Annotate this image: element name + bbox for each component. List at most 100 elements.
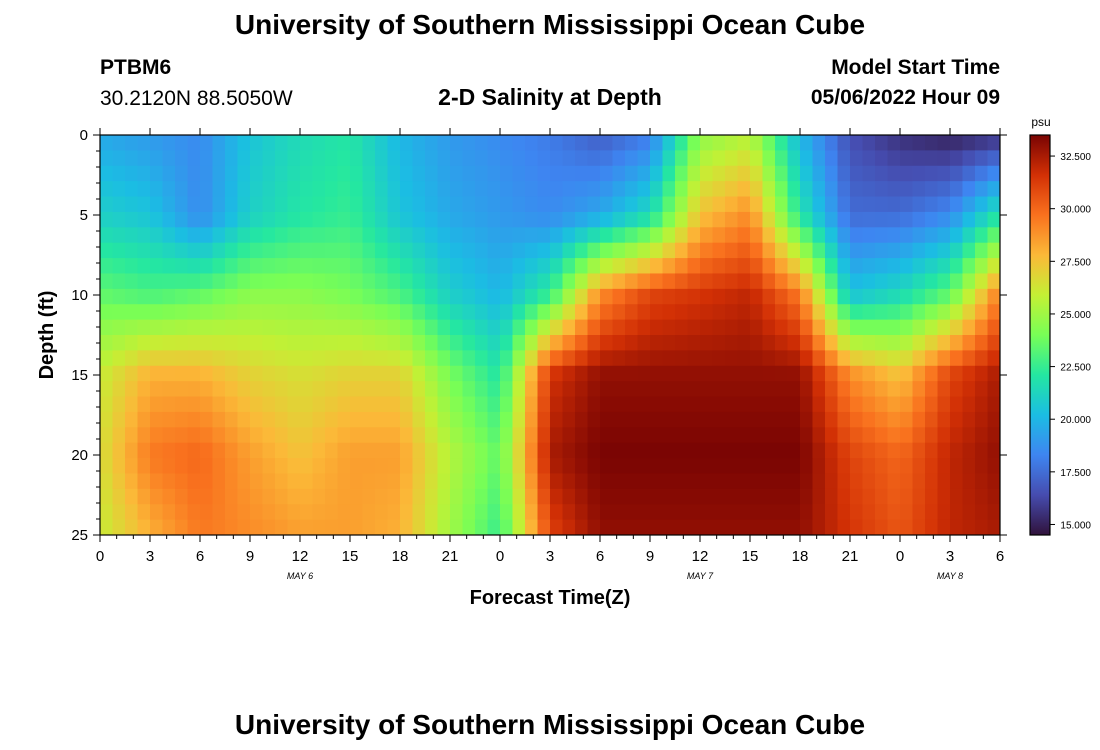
heatmap-cell <box>812 473 826 490</box>
heatmap-cell <box>212 504 226 521</box>
heatmap-cell <box>637 135 651 151</box>
heatmap-cell <box>475 273 489 290</box>
heatmap-cell <box>137 273 151 290</box>
heatmap-cell <box>925 242 939 259</box>
heatmap-cell <box>362 242 376 259</box>
heatmap-cell <box>887 196 901 213</box>
heatmap-cell <box>600 258 614 275</box>
heatmap-cell <box>787 165 801 182</box>
heatmap-cell <box>662 381 676 398</box>
heatmap-cell <box>175 181 189 198</box>
heatmap-cell <box>950 211 964 228</box>
heatmap-cell <box>650 458 664 475</box>
heatmap-cell <box>987 258 1000 275</box>
heatmap-cell <box>862 165 876 182</box>
heatmap-cell <box>787 411 801 428</box>
heatmap-cell <box>275 504 289 521</box>
heatmap-cell <box>637 211 651 228</box>
heatmap-cell <box>350 519 364 535</box>
heatmap-cell <box>400 458 414 475</box>
heatmap-cell <box>612 396 626 413</box>
heatmap-cell <box>625 288 639 305</box>
heatmap-cell <box>837 504 851 521</box>
heatmap-cell <box>125 258 139 275</box>
heatmap-cell <box>525 458 539 475</box>
heatmap-cell <box>787 396 801 413</box>
model-start-value: 05/06/2022 Hour 09 <box>810 86 1000 109</box>
heatmap-cell <box>912 458 926 475</box>
heatmap-cell <box>150 488 164 505</box>
heatmap-cell <box>687 288 701 305</box>
heatmap-cell <box>812 427 826 444</box>
heatmap-cell <box>750 427 764 444</box>
heatmap-cell <box>362 165 376 182</box>
heatmap-cell <box>962 135 976 151</box>
heatmap-cell <box>500 473 514 490</box>
heatmap-cell <box>675 273 689 290</box>
heatmap-cell <box>437 150 451 167</box>
heatmap-cell <box>437 196 451 213</box>
heatmap-cell <box>987 196 1000 213</box>
heatmap-cell <box>212 350 226 367</box>
heatmap-cell <box>987 273 1000 290</box>
heatmap-cell <box>487 427 501 444</box>
heatmap-cell <box>500 135 514 151</box>
heatmap-cell <box>287 258 301 275</box>
heatmap-cell <box>225 504 239 521</box>
heatmap-cell <box>362 473 376 490</box>
heatmap-cell <box>962 488 976 505</box>
heatmap-cell <box>837 458 851 475</box>
heatmap-cell <box>925 304 939 321</box>
heatmap-cell <box>625 473 639 490</box>
heatmap-cell <box>562 458 576 475</box>
heatmap-cell <box>587 442 601 459</box>
heatmap-cell <box>887 211 901 228</box>
heatmap-cell <box>150 458 164 475</box>
heatmap-cell <box>237 519 251 535</box>
heatmap-cell <box>250 258 264 275</box>
heatmap-cell <box>300 519 314 535</box>
heatmap-cell <box>675 488 689 505</box>
heatmap-cell <box>562 396 576 413</box>
heatmap-cell <box>712 365 726 382</box>
heatmap-cell <box>725 181 739 198</box>
heatmap-cell <box>875 181 889 198</box>
heatmap-cell <box>200 242 214 259</box>
heatmap-cell <box>900 427 914 444</box>
heatmap-cell <box>500 227 514 244</box>
heatmap-cell <box>175 504 189 521</box>
heatmap-cell <box>675 519 689 535</box>
heatmap-cell <box>975 504 989 521</box>
heatmap-cell <box>662 350 676 367</box>
heatmap-cell <box>887 365 901 382</box>
heatmap-cell <box>200 519 214 535</box>
heatmap-cell <box>900 473 914 490</box>
heatmap-cell <box>450 319 464 336</box>
heatmap-cell <box>300 473 314 490</box>
heatmap-cell <box>512 304 526 321</box>
heatmap-cell <box>250 211 264 228</box>
heatmap-cell <box>300 273 314 290</box>
heatmap-cell <box>925 288 939 305</box>
heatmap-cell <box>337 211 351 228</box>
heatmap-cell <box>237 488 251 505</box>
heatmap-cell <box>612 381 626 398</box>
heatmap-cell <box>500 304 514 321</box>
heatmap-cell <box>937 488 951 505</box>
heatmap-cell <box>962 150 976 167</box>
colorbar-tick-label: 20.000 <box>1060 415 1091 426</box>
heatmap-cell <box>712 273 726 290</box>
heatmap-cell <box>237 365 251 382</box>
heatmap-cell <box>250 350 264 367</box>
heatmap-cell <box>600 304 614 321</box>
heatmap-cell <box>750 258 764 275</box>
heatmap-cell <box>250 519 264 535</box>
heatmap-cell <box>200 488 214 505</box>
heatmap-cell <box>750 211 764 228</box>
heatmap-cell <box>987 488 1000 505</box>
heatmap-cell <box>287 335 301 351</box>
heatmap-cell <box>750 442 764 459</box>
heatmap-cell <box>775 181 789 198</box>
heatmap-cell <box>262 165 276 182</box>
heatmap-cell <box>950 273 964 290</box>
